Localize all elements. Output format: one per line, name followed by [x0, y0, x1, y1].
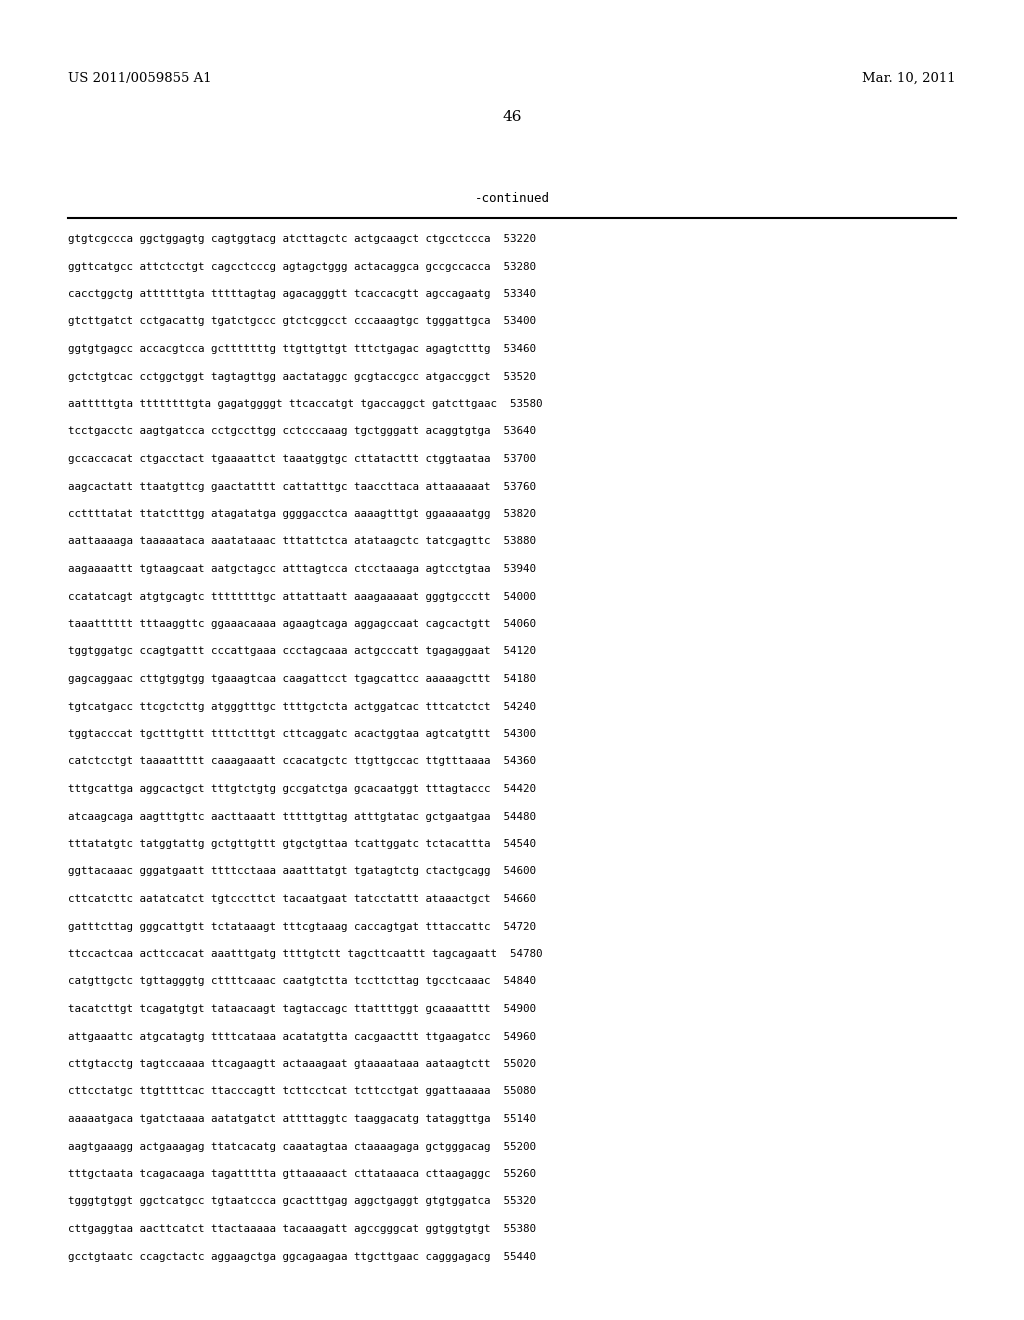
- Text: aattaaaaga taaaaataca aaatataaac tttattctca atataagctc tatcgagttc  53880: aattaaaaga taaaaataca aaatataaac tttattc…: [68, 536, 536, 546]
- Text: catgttgctc tgttagggtg cttttcaaac caatgtctta tccttcttag tgcctcaaac  54840: catgttgctc tgttagggtg cttttcaaac caatgtc…: [68, 977, 536, 986]
- Text: cttgtacctg tagtccaaaa ttcagaagtt actaaagaat gtaaaataaa aataagtctt  55020: cttgtacctg tagtccaaaa ttcagaagtt actaaag…: [68, 1059, 536, 1069]
- Text: US 2011/0059855 A1: US 2011/0059855 A1: [68, 73, 212, 84]
- Text: gtgtcgccca ggctggagtg cagtggtacg atcttagctc actgcaagct ctgcctccca  53220: gtgtcgccca ggctggagtg cagtggtacg atcttag…: [68, 234, 536, 244]
- Text: tggtggatgc ccagtgattt cccattgaaa ccctagcaaa actgcccatt tgagaggaat  54120: tggtggatgc ccagtgattt cccattgaaa ccctagc…: [68, 647, 536, 656]
- Text: tggtacccat tgctttgttt ttttctttgt cttcaggatc acactggtaa agtcatgttt  54300: tggtacccat tgctttgttt ttttctttgt cttcagg…: [68, 729, 536, 739]
- Text: gatttcttag gggcattgtt tctataaagt tttcgtaaag caccagtgat tttaccattc  54720: gatttcttag gggcattgtt tctataaagt tttcgta…: [68, 921, 536, 932]
- Text: gctctgtcac cctggctggt tagtagttgg aactataggc gcgtaccgcc atgaccggct  53520: gctctgtcac cctggctggt tagtagttgg aactata…: [68, 371, 536, 381]
- Text: catctcctgt taaaattttt caaagaaatt ccacatgctc ttgttgccac ttgtttaaaa  54360: catctcctgt taaaattttt caaagaaatt ccacatg…: [68, 756, 536, 767]
- Text: aatttttgta ttttttttgta gagatggggt ttcaccatgt tgaccaggct gatcttgaac  53580: aatttttgta ttttttttgta gagatggggt ttcacc…: [68, 399, 543, 409]
- Text: ggttcatgcc attctcctgt cagcctcccg agtagctggg actacaggca gccgccacca  53280: ggttcatgcc attctcctgt cagcctcccg agtagct…: [68, 261, 536, 272]
- Text: tttatatgtc tatggtattg gctgttgttt gtgctgttaa tcattggatc tctacattta  54540: tttatatgtc tatggtattg gctgttgttt gtgctgt…: [68, 840, 536, 849]
- Text: ggtgtgagcc accacgtcca gctttttttg ttgttgttgt tttctgagac agagtctttg  53460: ggtgtgagcc accacgtcca gctttttttg ttgttgt…: [68, 345, 536, 354]
- Text: gcctgtaatc ccagctactc aggaagctga ggcagaagaa ttgcttgaac cagggagacg  55440: gcctgtaatc ccagctactc aggaagctga ggcagaa…: [68, 1251, 536, 1262]
- Text: atcaagcaga aagtttgttc aacttaaatt tttttgttag atttgtatac gctgaatgaa  54480: atcaagcaga aagtttgttc aacttaaatt tttttgt…: [68, 812, 536, 821]
- Text: cttcctatgc ttgttttcac ttacccagtt tcttcctcat tcttcctgat ggattaaaaa  55080: cttcctatgc ttgttttcac ttacccagtt tcttcct…: [68, 1086, 536, 1097]
- Text: tttgcattga aggcactgct tttgtctgtg gccgatctga gcacaatggt tttagtaccc  54420: tttgcattga aggcactgct tttgtctgtg gccgatc…: [68, 784, 536, 795]
- Text: gccaccacat ctgacctact tgaaaattct taaatggtgc cttatacttt ctggtaataa  53700: gccaccacat ctgacctact tgaaaattct taaatgg…: [68, 454, 536, 465]
- Text: Mar. 10, 2011: Mar. 10, 2011: [862, 73, 956, 84]
- Text: ggttacaaac gggatgaatt ttttcctaaa aaatttatgt tgatagtctg ctactgcagg  54600: ggttacaaac gggatgaatt ttttcctaaa aaattta…: [68, 866, 536, 876]
- Text: gtcttgatct cctgacattg tgatctgccc gtctcggcct cccaaagtgc tgggattgca  53400: gtcttgatct cctgacattg tgatctgccc gtctcgg…: [68, 317, 536, 326]
- Text: tttgctaata tcagacaaga tagattttta gttaaaaact cttataaaca cttaagaggc  55260: tttgctaata tcagacaaga tagattttta gttaaaa…: [68, 1170, 536, 1179]
- Text: aagaaaattt tgtaagcaat aatgctagcc atttagtcca ctcctaaaga agtcctgtaa  53940: aagaaaattt tgtaagcaat aatgctagcc atttagt…: [68, 564, 536, 574]
- Text: tacatcttgt tcagatgtgt tataacaagt tagtaccagc ttattttggt gcaaaatttt  54900: tacatcttgt tcagatgtgt tataacaagt tagtacc…: [68, 1005, 536, 1014]
- Text: ccatatcagt atgtgcagtc ttttttttgc attattaatt aaagaaaaat gggtgccctt  54000: ccatatcagt atgtgcagtc ttttttttgc attatta…: [68, 591, 536, 602]
- Text: aagtgaaagg actgaaagag ttatcacatg caaatagtaa ctaaaagaga gctgggacag  55200: aagtgaaagg actgaaagag ttatcacatg caaatag…: [68, 1142, 536, 1151]
- Text: cttgaggtaa aacttcatct ttactaaaaa tacaaagatt agccgggcat ggtggtgtgt  55380: cttgaggtaa aacttcatct ttactaaaaa tacaaag…: [68, 1224, 536, 1234]
- Text: cttcatcttc aatatcatct tgtcccttct tacaatgaat tatcctattt ataaactgct  54660: cttcatcttc aatatcatct tgtcccttct tacaatg…: [68, 894, 536, 904]
- Text: aaaaatgaca tgatctaaaa aatatgatct attttaggtc taaggacatg tataggttga  55140: aaaaatgaca tgatctaaaa aatatgatct attttag…: [68, 1114, 536, 1125]
- Text: 46: 46: [502, 110, 522, 124]
- Text: cacctggctg attttttgta tttttagtag agacagggtt tcaccacgtt agccagaatg  53340: cacctggctg attttttgta tttttagtag agacagg…: [68, 289, 536, 300]
- Text: ccttttatat ttatctttgg atagatatga ggggacctca aaaagtttgt ggaaaaatgg  53820: ccttttatat ttatctttgg atagatatga ggggacc…: [68, 510, 536, 519]
- Text: gagcaggaac cttgtggtgg tgaaagtcaa caagattcct tgagcattcc aaaaagcttt  54180: gagcaggaac cttgtggtgg tgaaagtcaa caagatt…: [68, 675, 536, 684]
- Text: taaatttttt tttaaggttc ggaaacaaaa agaagtcaga aggagccaat cagcactgtt  54060: taaatttttt tttaaggttc ggaaacaaaa agaagtc…: [68, 619, 536, 630]
- Text: -continued: -continued: [474, 191, 550, 205]
- Text: tcctgacctc aagtgatcca cctgccttgg cctcccaaag tgctgggatt acaggtgtga  53640: tcctgacctc aagtgatcca cctgccttgg cctccca…: [68, 426, 536, 437]
- Text: attgaaattc atgcatagtg ttttcataaa acatatgtta cacgaacttt ttgaagatcc  54960: attgaaattc atgcatagtg ttttcataaa acatatg…: [68, 1031, 536, 1041]
- Text: tgtcatgacc ttcgctcttg atgggtttgc ttttgctcta actggatcac tttcatctct  54240: tgtcatgacc ttcgctcttg atgggtttgc ttttgct…: [68, 701, 536, 711]
- Text: aagcactatt ttaatgttcg gaactatttt cattatttgc taaccttaca attaaaaaat  53760: aagcactatt ttaatgttcg gaactatttt cattatt…: [68, 482, 536, 491]
- Text: tgggtgtggt ggctcatgcc tgtaatccca gcactttgag aggctgaggt gtgtggatca  55320: tgggtgtggt ggctcatgcc tgtaatccca gcacttt…: [68, 1196, 536, 1206]
- Text: ttccactcaa acttccacat aaatttgatg ttttgtctt tagcttcaattt tagcagaatt  54780: ttccactcaa acttccacat aaatttgatg ttttgtc…: [68, 949, 543, 960]
